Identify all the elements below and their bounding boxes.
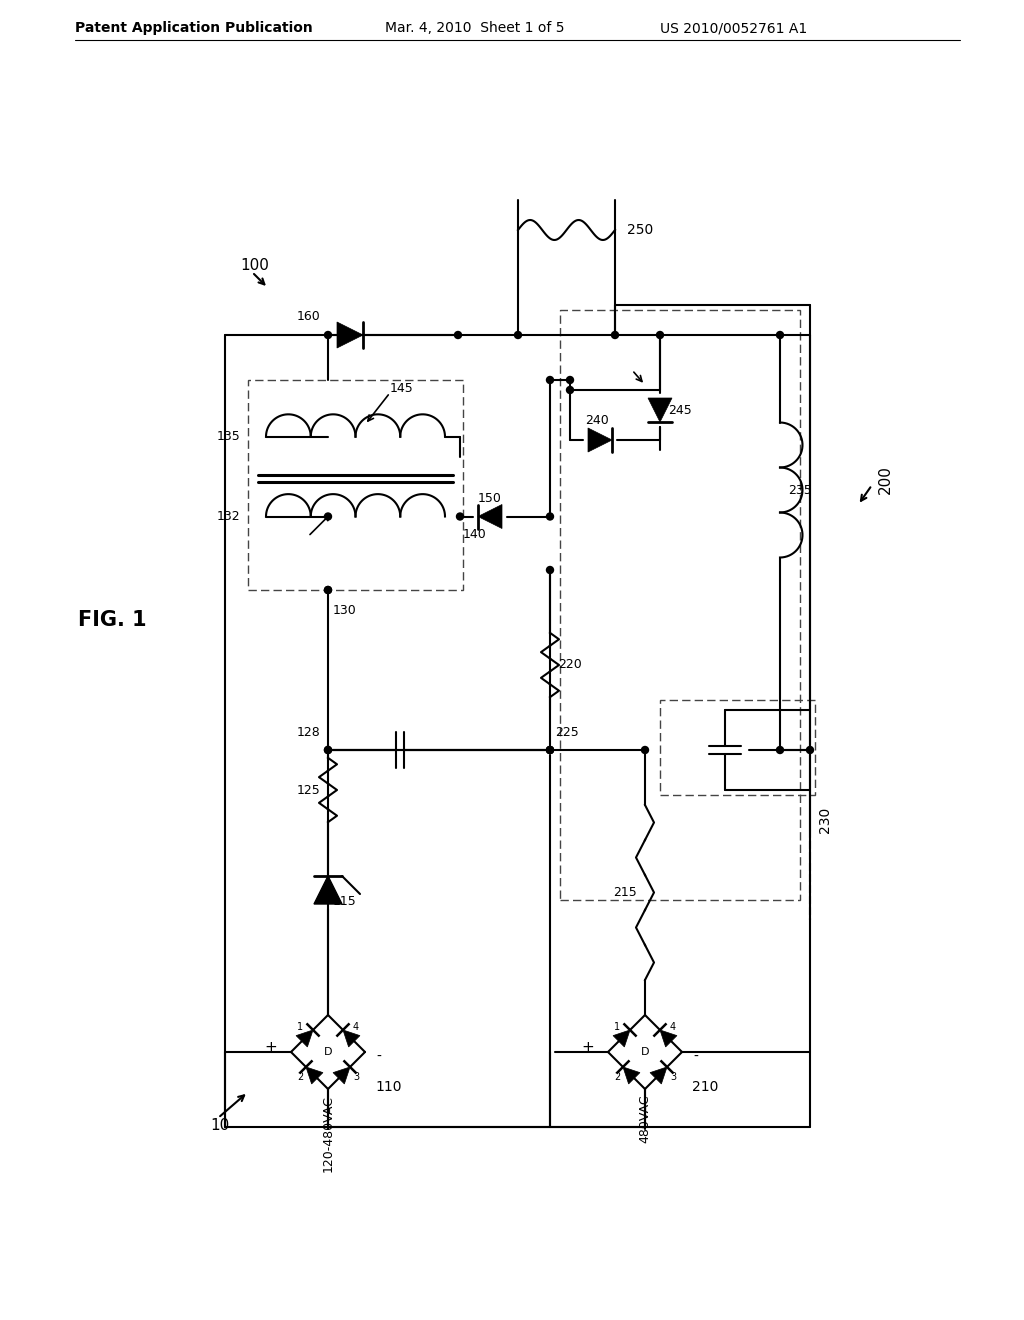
- Circle shape: [776, 747, 783, 754]
- Text: US 2010/0052761 A1: US 2010/0052761 A1: [660, 21, 807, 36]
- Text: 145: 145: [390, 383, 414, 395]
- Text: 215: 215: [613, 886, 637, 899]
- Text: 130: 130: [333, 603, 356, 616]
- Text: 4: 4: [670, 1022, 676, 1032]
- Circle shape: [547, 513, 554, 520]
- Polygon shape: [343, 1030, 359, 1047]
- Polygon shape: [588, 428, 612, 451]
- Text: 140: 140: [463, 528, 486, 541]
- Text: 120-480VAC: 120-480VAC: [322, 1096, 335, 1172]
- Text: 3: 3: [353, 1072, 359, 1082]
- Text: +: +: [264, 1040, 278, 1055]
- Polygon shape: [659, 1030, 677, 1047]
- Text: 210: 210: [692, 1080, 719, 1094]
- Circle shape: [455, 331, 462, 338]
- Circle shape: [325, 747, 332, 754]
- Bar: [248, 380, 463, 590]
- Circle shape: [641, 747, 648, 754]
- Text: +: +: [582, 1040, 594, 1055]
- Text: 3: 3: [670, 1072, 676, 1082]
- Circle shape: [547, 747, 554, 754]
- Text: 225: 225: [555, 726, 579, 738]
- Circle shape: [325, 586, 332, 594]
- Text: -: -: [377, 1049, 381, 1064]
- Text: 115: 115: [333, 895, 356, 908]
- Text: 250: 250: [627, 223, 653, 238]
- Text: Patent Application Publication: Patent Application Publication: [75, 21, 312, 36]
- Text: 4: 4: [353, 1022, 359, 1032]
- Text: 220: 220: [558, 659, 582, 672]
- Polygon shape: [314, 876, 342, 904]
- Circle shape: [325, 513, 332, 520]
- Text: 200: 200: [878, 466, 893, 495]
- Text: 160: 160: [296, 310, 319, 323]
- Text: 1: 1: [297, 1022, 303, 1032]
- Text: FIG. 1: FIG. 1: [78, 610, 146, 630]
- Circle shape: [514, 331, 521, 338]
- Polygon shape: [648, 399, 672, 422]
- Text: 10: 10: [210, 1118, 229, 1133]
- Polygon shape: [333, 1067, 350, 1084]
- Text: 125: 125: [296, 784, 319, 796]
- Polygon shape: [478, 504, 502, 528]
- Text: 110: 110: [375, 1080, 401, 1094]
- Text: 480VAC: 480VAC: [639, 1094, 651, 1143]
- Circle shape: [807, 747, 813, 754]
- Text: -: -: [693, 1049, 698, 1064]
- Text: 2: 2: [613, 1072, 621, 1082]
- Text: D: D: [641, 1047, 649, 1057]
- Circle shape: [547, 747, 554, 754]
- Polygon shape: [613, 1030, 630, 1047]
- Text: 230: 230: [818, 807, 831, 833]
- Circle shape: [611, 331, 618, 338]
- Text: 235: 235: [788, 483, 812, 496]
- Bar: [560, 310, 800, 900]
- Circle shape: [566, 387, 573, 393]
- Circle shape: [457, 513, 464, 520]
- Circle shape: [547, 566, 554, 573]
- Polygon shape: [306, 1067, 323, 1084]
- Text: 132: 132: [216, 510, 240, 523]
- Circle shape: [566, 376, 573, 384]
- Circle shape: [547, 376, 554, 384]
- Text: D: D: [324, 1047, 332, 1057]
- Polygon shape: [623, 1067, 640, 1084]
- Circle shape: [325, 331, 332, 338]
- Polygon shape: [337, 322, 362, 348]
- Text: 150: 150: [478, 492, 502, 506]
- Text: 2: 2: [297, 1072, 303, 1082]
- Circle shape: [656, 331, 664, 338]
- Circle shape: [776, 331, 783, 338]
- Circle shape: [325, 747, 332, 754]
- Text: 128: 128: [296, 726, 319, 738]
- Text: 240: 240: [585, 413, 608, 426]
- Text: 100: 100: [240, 257, 269, 272]
- Text: Mar. 4, 2010  Sheet 1 of 5: Mar. 4, 2010 Sheet 1 of 5: [385, 21, 564, 36]
- Text: 1: 1: [614, 1022, 621, 1032]
- Polygon shape: [650, 1067, 667, 1084]
- Circle shape: [547, 747, 554, 754]
- Text: 135: 135: [216, 430, 240, 444]
- Circle shape: [325, 586, 332, 594]
- Polygon shape: [296, 1030, 313, 1047]
- Text: 245: 245: [668, 404, 692, 417]
- Bar: [660, 700, 815, 795]
